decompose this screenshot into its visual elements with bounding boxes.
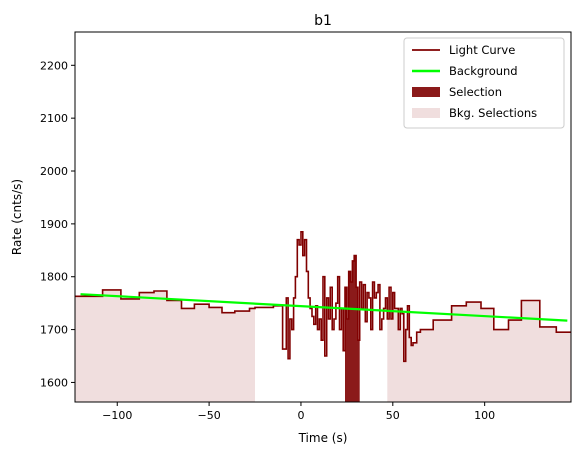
bkg-selection-region [387,287,571,402]
y-tick-label: 2000 [40,165,68,178]
selection-region [345,255,360,402]
x-tick-label: −50 [197,409,220,422]
plot-area [75,231,571,402]
legend: Light Curve Background Selection Bkg. Selec… [403,37,565,129]
background-line [80,293,568,322]
y-tick-label: 2100 [40,112,68,125]
bkg-selection-region [75,289,255,402]
x-tick-label: −100 [102,409,132,422]
y-tick-label: 1800 [40,271,68,284]
legend-label: Background [449,64,518,78]
y-tick-label: 1600 [40,376,68,389]
legend-box [403,37,565,129]
y-tick-label: 2200 [40,59,68,72]
legend-label: Light Curve [449,43,515,57]
y-axis-label: Rate (cnts/s) [10,179,24,255]
legend-label: Selection [449,85,502,99]
axis-ticks: −100 −50 0 50 100 1600 1700 1800 1900 2000 2100 220… [40,59,495,422]
legend-swatch-patch [412,108,440,118]
light-curve-line [75,231,571,363]
legend-label: Bkg. Selections [449,106,537,120]
x-tick-label: 0 [297,409,304,422]
chart-title: b1 [314,13,332,29]
legend-swatch-patch [412,87,440,97]
x-tick-label: 50 [386,409,400,422]
y-tick-label: 1700 [40,324,68,337]
x-tick-label: 100 [474,409,495,422]
plot-content [75,231,571,402]
x-axis-label: Time (s) [298,431,348,445]
y-tick-label: 1900 [40,218,68,231]
axes-frame [74,31,572,403]
